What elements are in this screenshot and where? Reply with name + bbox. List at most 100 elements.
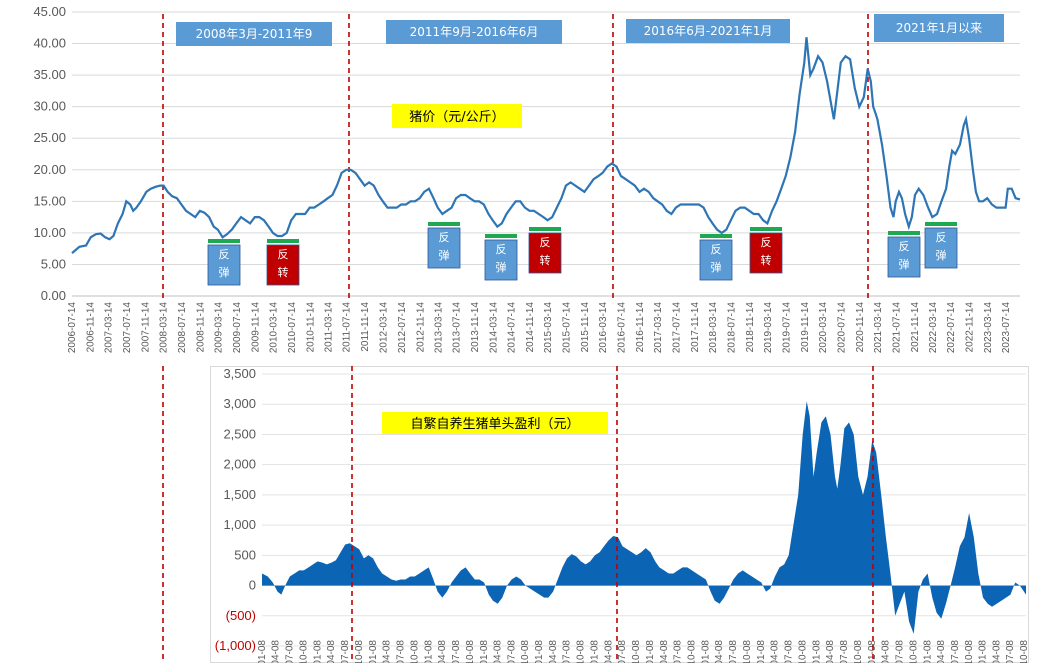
x-tick-label: 2010-04-08 [271, 640, 282, 663]
marker-box [266, 244, 300, 286]
x-tick-label: 2013-10-08 [465, 640, 476, 663]
x-tick-label: 2019-10-08 [797, 640, 808, 663]
marker-char: 转 [761, 253, 772, 267]
x-tick-label: 2016-03-14 [598, 302, 609, 354]
y-tick-label: 3,000 [223, 396, 256, 411]
marker-label: 反弹 [496, 243, 507, 274]
x-tick-label: 2023-04-08 [991, 640, 1002, 663]
marker-bar [925, 222, 957, 226]
marker-char: 反 [439, 231, 450, 244]
x-tick-label: 2008-11-14 [195, 302, 206, 353]
x-tick-label: 2023-10-08 [1019, 640, 1030, 663]
x-tick-label: 2023-01-08 [978, 640, 989, 663]
marker: 反转 [749, 227, 783, 274]
marker-box [427, 227, 461, 269]
marker-label: 反弹 [219, 248, 230, 279]
marker-box [749, 232, 783, 274]
marker-char: 反 [899, 240, 910, 253]
marker: 反转 [528, 227, 562, 274]
marker-bar [529, 227, 561, 231]
x-tick-label: 2016-07-08 [617, 640, 628, 663]
x-tick-label: 2010-01-08 [257, 640, 268, 663]
x-tick-label: 2023-07-08 [1005, 640, 1016, 663]
x-tick-label: 2016-01-08 [590, 640, 601, 663]
x-tick-label: 2018-01-08 [701, 640, 712, 663]
marker: 反弹 [887, 231, 921, 278]
x-tick-label: 2017-11-14 [690, 302, 701, 353]
x-tick-label: 2007-03-14 [104, 302, 115, 354]
profit-chart-border [210, 366, 1029, 663]
y-tick-label: 20.00 [33, 162, 66, 177]
y-tick-label: 15.00 [33, 193, 66, 208]
x-tick-label: 2017-10-08 [687, 640, 698, 663]
marker-char: 弹 [936, 248, 947, 262]
y-tick-label: 25.00 [33, 130, 66, 145]
x-tick-label: 2022-07-14 [946, 302, 957, 354]
x-tick-label: 2021-04-08 [881, 640, 892, 663]
y-tick-label: 45.00 [33, 4, 66, 19]
marker-char: 弹 [439, 248, 450, 262]
y-tick-label: 0 [249, 578, 256, 593]
marker-char: 转 [278, 265, 289, 279]
y-tick-label: 1,500 [223, 487, 256, 502]
x-tick-label: 2008-07-14 [177, 302, 188, 354]
marker: 反弹 [484, 234, 518, 281]
marker-box [887, 236, 921, 278]
x-tick-label: 2006-11-14 [86, 302, 97, 353]
period-text: 2016年6月-2021年1月 [644, 24, 773, 38]
x-tick-label: 2020-07-08 [839, 640, 850, 663]
marker-bar [485, 234, 517, 238]
marker-char: 弹 [219, 265, 230, 279]
top-title-text: 猪价（元/公斤） [409, 110, 504, 125]
x-tick-label: 2021-10-08 [908, 640, 919, 663]
x-tick-label: 2009-07-14 [232, 302, 243, 354]
marker-bar [750, 227, 782, 231]
y-tick-label: 30.00 [33, 99, 66, 114]
marker-char: 弹 [899, 257, 910, 271]
marker-box [528, 232, 562, 274]
x-tick-label: 2012-03-14 [378, 302, 389, 354]
marker: 反弹 [699, 234, 733, 281]
marker-label: 反转 [761, 236, 772, 267]
x-tick-label: 2018-10-08 [742, 640, 753, 663]
x-tick-label: 2022-04-08 [936, 640, 947, 663]
x-tick-label: 2019-03-14 [763, 302, 774, 354]
x-tick-label: 2011-07-08 [340, 640, 351, 663]
x-tick-label: 2019-11-14 [800, 302, 811, 353]
marker-bar [208, 239, 240, 243]
marker: 反弹 [924, 222, 958, 269]
x-tick-label: 2017-01-08 [645, 640, 656, 663]
marker: 反弹 [207, 239, 241, 286]
x-tick-label: 2023-03-14 [983, 302, 994, 354]
x-tick-label: 2018-11-14 [745, 302, 756, 353]
x-tick-label: 2009-03-14 [214, 302, 225, 354]
x-tick-label: 2015-07-08 [562, 640, 573, 663]
x-tick-label: 2011-10-08 [354, 640, 365, 663]
period-label: 2008年3月-2011年9 [176, 22, 332, 46]
top-title: 猪价（元/公斤） [392, 104, 522, 128]
x-tick-label: 2015-01-08 [534, 640, 545, 663]
period-dividers [162, 14, 869, 300]
bottom-x-axis-ticks: 2010-01-082010-04-082010-07-082010-10-08… [257, 640, 1030, 663]
profit-chart: 3,500 3,000 2,500 2,000 1,500 1,000 500 0 (500) (… [210, 366, 1030, 663]
period-label: 2021年1月以来 [874, 14, 1004, 42]
x-tick-label: 2023-07-14 [1001, 302, 1012, 354]
x-tick-label: 2013-04-08 [437, 640, 448, 663]
x-tick-label: 2012-10-08 [409, 640, 420, 663]
marker-label: 反弹 [439, 231, 450, 262]
x-tick-label: 2022-03-14 [928, 302, 939, 354]
marker-box [207, 244, 241, 286]
marker-bar [428, 222, 460, 226]
title-highlight [392, 104, 522, 128]
x-tick-label: 2021-07-14 [891, 302, 902, 354]
x-tick-label: 2019-01-08 [756, 640, 767, 663]
x-tick-label: 2014-01-08 [479, 640, 490, 663]
x-tick-label: 2021-03-14 [873, 302, 884, 354]
x-tick-label: 2017-04-08 [659, 640, 670, 663]
top-y-axis-ticks: 0.00 5.00 10.00 15.00 20.00 25.00 30.00 35.00 40… [33, 4, 66, 303]
x-tick-label: 2012-07-14 [397, 302, 408, 354]
marker-bar [267, 239, 299, 243]
x-tick-label: 2016-07-14 [617, 302, 628, 354]
y-tick-label: 0.00 [41, 288, 66, 303]
x-tick-label: 2022-10-08 [964, 640, 975, 663]
